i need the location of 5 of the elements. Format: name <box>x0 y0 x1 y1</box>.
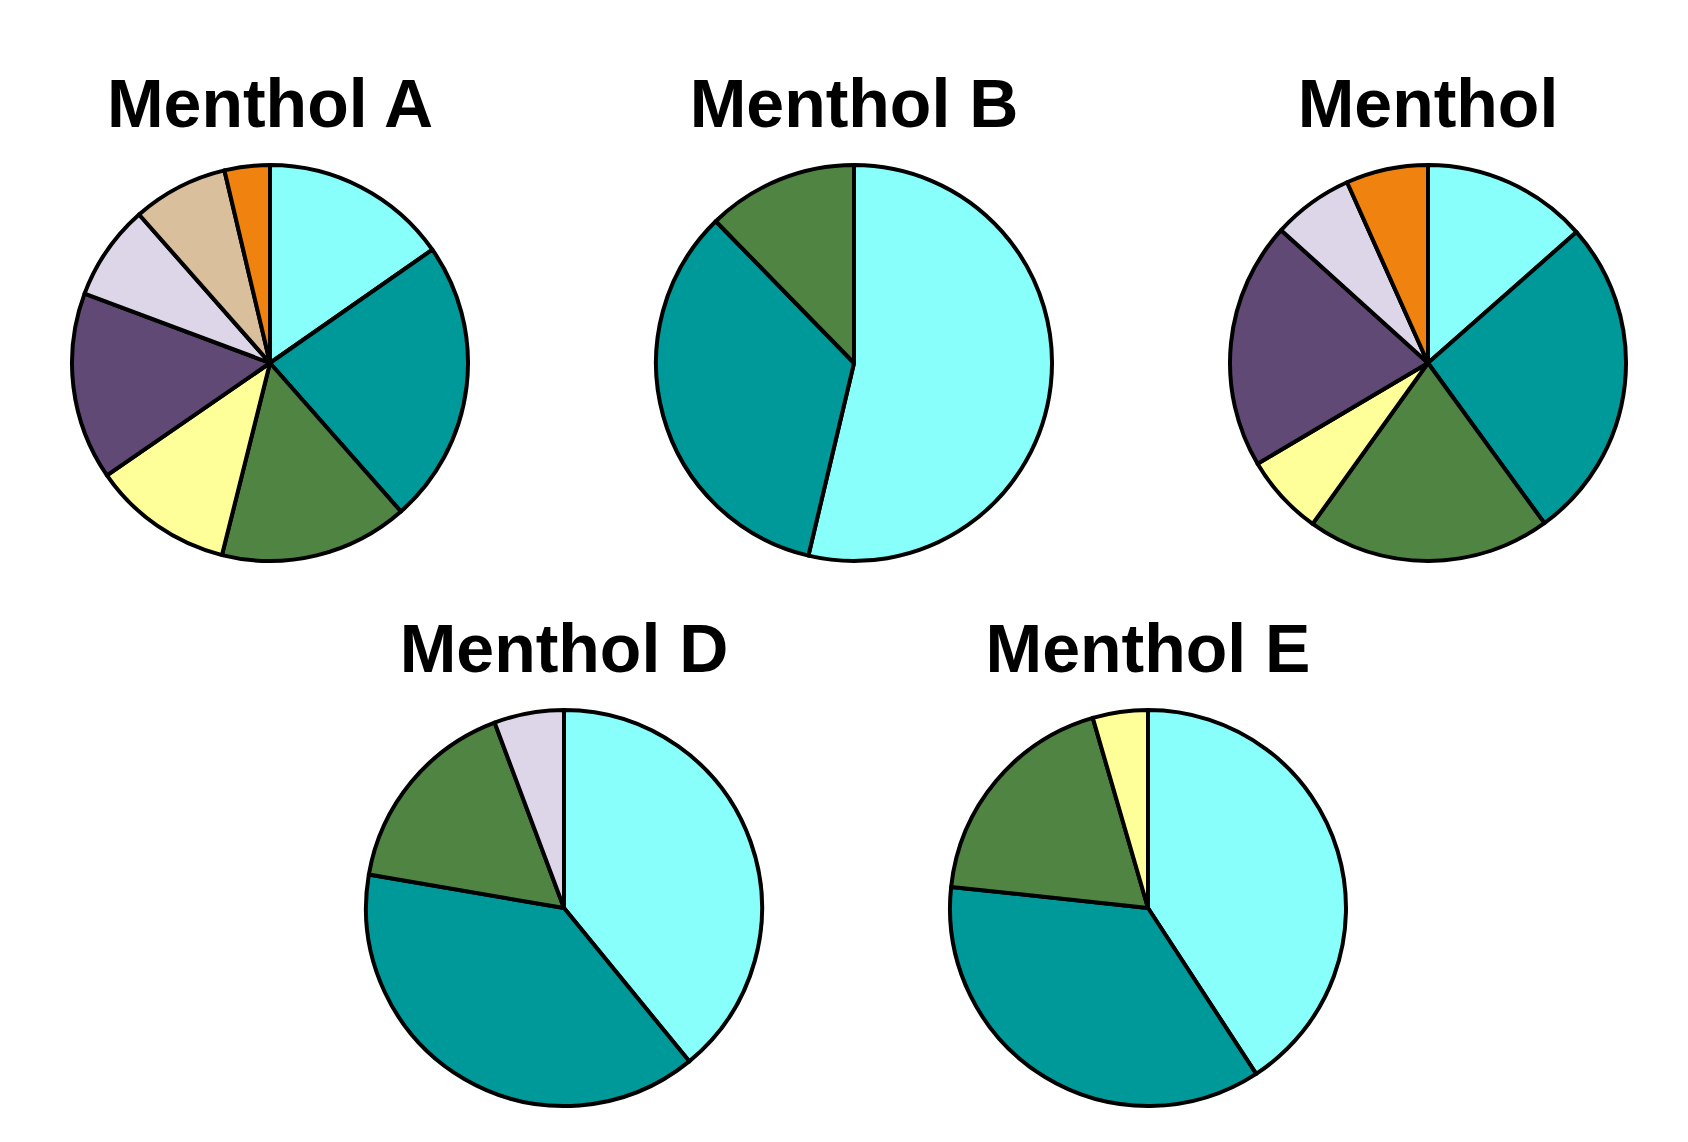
chart-title: Menthol A <box>106 65 434 141</box>
chart-title: Menthol B <box>689 65 1019 141</box>
chart-title: Menthol E <box>985 610 1311 686</box>
chart-title: Menthol D <box>399 610 729 686</box>
chart-title: Menthol <box>1297 65 1559 141</box>
